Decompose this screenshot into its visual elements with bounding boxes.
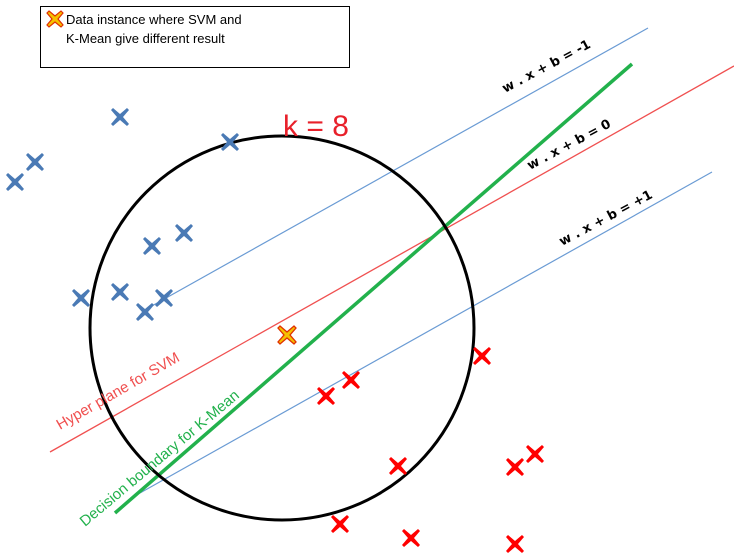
svm-hyperplane-line (49, 65, 734, 453)
red-x-mark-icon-7 (331, 515, 349, 533)
red-x-mark-icon-8 (402, 529, 420, 547)
label-plus-one: w . x + b = +1 (557, 188, 655, 250)
k-neighborhood-circle (88, 134, 476, 522)
blue-x-mark-icon-2 (26, 153, 44, 171)
legend-box (40, 6, 350, 68)
blue-x-mark-icon-3 (6, 173, 24, 191)
blue-x-mark-icon-10 (136, 303, 154, 321)
legend-line-1: Data instance where SVM and (66, 12, 242, 27)
blue-x-mark-icon-8 (111, 283, 129, 301)
kmean-boundary-line (113, 62, 634, 515)
blue-x-mark-icon-7 (72, 289, 90, 307)
red-x-mark-icon-1 (473, 347, 491, 365)
legend-line-2: K-Mean give different result (66, 31, 225, 46)
legend-x-mark-icon (46, 10, 64, 28)
blue-x-mark-icon-6 (175, 224, 193, 242)
blue-x-mark-icon-9 (155, 289, 173, 307)
blue-x-mark-icon-4 (221, 133, 239, 151)
margin-line-minus-one (149, 27, 649, 308)
margin-line-plus-one (139, 171, 713, 494)
red-x-mark-icon-9 (506, 535, 524, 553)
blue-x-mark-icon-5 (143, 237, 161, 255)
k-label: k = 8 (283, 110, 349, 143)
red-x-mark-icon-6 (526, 445, 544, 463)
blue-x-mark-icon-1 (111, 108, 129, 126)
red-x-mark-icon-2 (342, 371, 360, 389)
red-x-mark-icon-5 (506, 458, 524, 476)
red-x-mark-icon-3 (317, 387, 335, 405)
highlighted-x-mark-icon-1 (277, 325, 297, 345)
red-x-mark-icon-4 (389, 457, 407, 475)
legend-text: Data instance where SVM and K-Mean give … (66, 10, 242, 48)
label-svm-hyperplane: Hyper plane for SVM (54, 349, 183, 433)
